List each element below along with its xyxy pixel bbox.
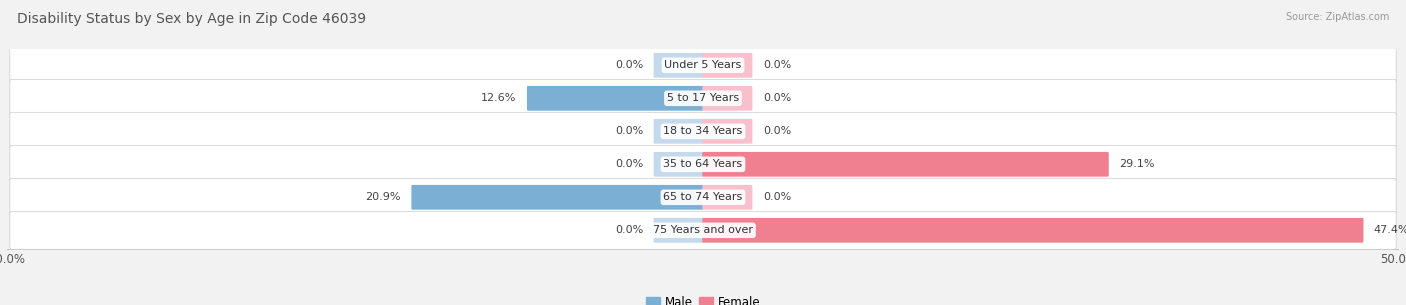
- Text: 0.0%: 0.0%: [614, 159, 643, 169]
- Text: 0.0%: 0.0%: [763, 126, 792, 136]
- FancyBboxPatch shape: [10, 178, 1396, 216]
- Text: Source: ZipAtlas.com: Source: ZipAtlas.com: [1285, 12, 1389, 22]
- Text: 0.0%: 0.0%: [614, 225, 643, 235]
- FancyBboxPatch shape: [703, 53, 752, 78]
- FancyBboxPatch shape: [703, 152, 1109, 177]
- Text: 0.0%: 0.0%: [614, 126, 643, 136]
- FancyBboxPatch shape: [654, 218, 703, 243]
- FancyBboxPatch shape: [527, 86, 703, 111]
- Text: Disability Status by Sex by Age in Zip Code 46039: Disability Status by Sex by Age in Zip C…: [17, 12, 366, 26]
- Text: 65 to 74 Years: 65 to 74 Years: [664, 192, 742, 202]
- FancyBboxPatch shape: [654, 152, 703, 177]
- FancyBboxPatch shape: [412, 185, 703, 210]
- Text: 0.0%: 0.0%: [763, 192, 792, 202]
- FancyBboxPatch shape: [10, 79, 1396, 117]
- Text: 5 to 17 Years: 5 to 17 Years: [666, 93, 740, 103]
- FancyBboxPatch shape: [10, 145, 1396, 183]
- Text: 35 to 64 Years: 35 to 64 Years: [664, 159, 742, 169]
- Text: Under 5 Years: Under 5 Years: [665, 60, 741, 70]
- Text: 18 to 34 Years: 18 to 34 Years: [664, 126, 742, 136]
- Text: 20.9%: 20.9%: [366, 192, 401, 202]
- FancyBboxPatch shape: [654, 53, 703, 78]
- FancyBboxPatch shape: [10, 112, 1396, 150]
- Text: 0.0%: 0.0%: [763, 93, 792, 103]
- FancyBboxPatch shape: [703, 119, 752, 144]
- Text: 12.6%: 12.6%: [481, 93, 516, 103]
- Text: 0.0%: 0.0%: [614, 60, 643, 70]
- Text: 75 Years and over: 75 Years and over: [652, 225, 754, 235]
- FancyBboxPatch shape: [10, 211, 1396, 249]
- Text: 29.1%: 29.1%: [1119, 159, 1154, 169]
- FancyBboxPatch shape: [703, 185, 752, 210]
- FancyBboxPatch shape: [10, 46, 1396, 84]
- FancyBboxPatch shape: [654, 119, 703, 144]
- Legend: Male, Female: Male, Female: [645, 296, 761, 305]
- FancyBboxPatch shape: [703, 218, 1364, 243]
- Text: 0.0%: 0.0%: [763, 60, 792, 70]
- Text: 47.4%: 47.4%: [1374, 225, 1406, 235]
- FancyBboxPatch shape: [703, 86, 752, 111]
